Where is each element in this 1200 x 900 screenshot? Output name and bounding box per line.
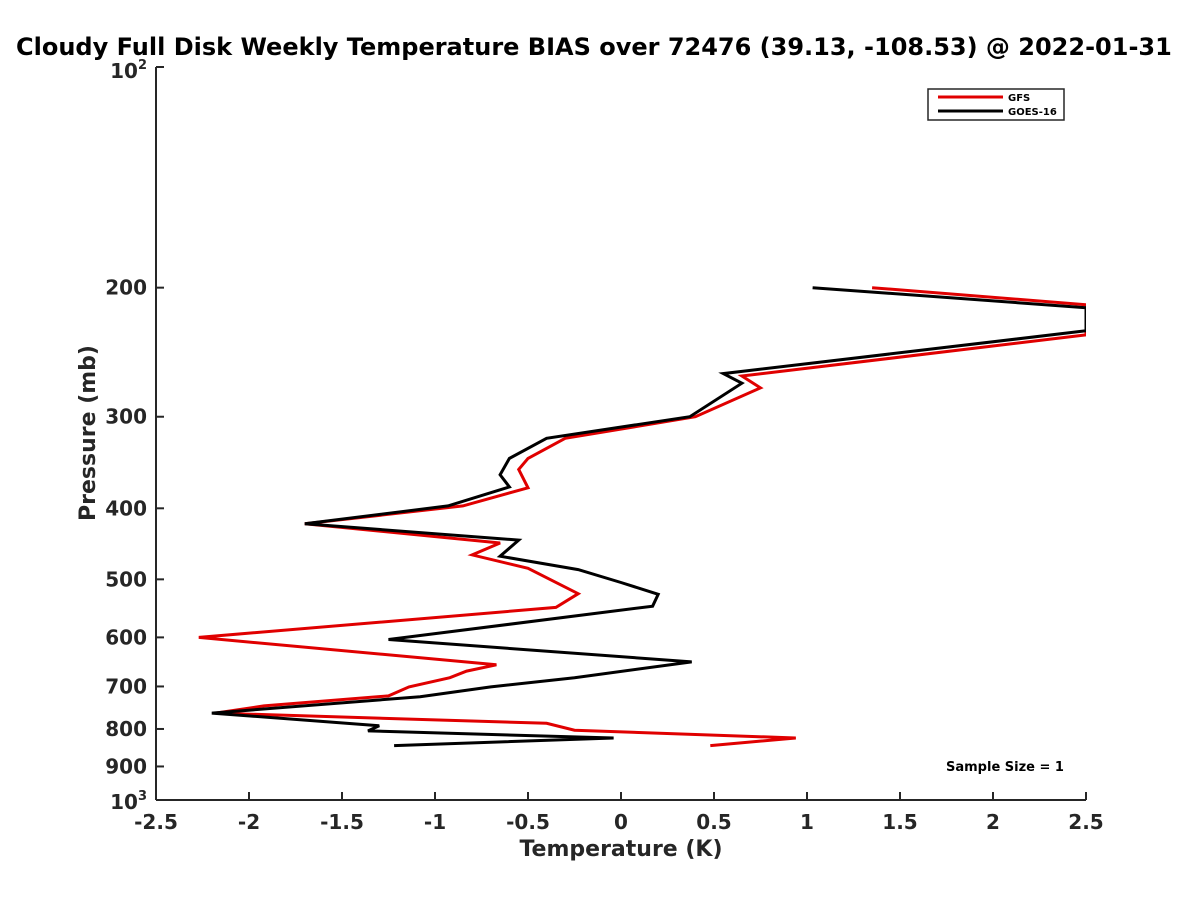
y-axis-label: Pressure (mb): [76, 345, 101, 521]
y-tick-label: 500: [105, 567, 147, 591]
legend-label-goes16: GOES-16: [1008, 107, 1057, 118]
y-tick-label: 200: [105, 276, 147, 300]
x-tick-label: -1: [424, 810, 446, 834]
x-tick-label: -2.5: [134, 810, 178, 834]
legend: GFS GOES-16: [927, 88, 1065, 121]
series-lines: [198, 286, 1086, 748]
y-tick-label: 600: [105, 625, 147, 649]
y-tick-label: 300: [105, 405, 147, 429]
legend-box: [927, 88, 1065, 121]
x-tick-label: 2: [986, 810, 1000, 834]
y-tick-bottom-base: 10: [110, 790, 138, 814]
y-tick-label: 400: [105, 496, 147, 520]
x-tick-label: -0.5: [506, 810, 550, 834]
y-tick-label: 900: [105, 754, 147, 778]
legend-label-gfs: GFS: [1008, 93, 1030, 104]
x-tick-label: 0.5: [696, 810, 731, 834]
y-tick-label: 700: [105, 674, 147, 698]
x-tick-label: -1.5: [320, 810, 364, 834]
y-ticks: 200 300 400 500 600 700 800 900: [105, 66, 164, 801]
y-tick-label-bottom: 103: [110, 789, 147, 814]
x-tick-label: -2: [238, 810, 260, 834]
y-tick-label-top: 102: [110, 58, 147, 83]
y-tick-top-base: 10: [110, 59, 138, 83]
x-axis-label: Temperature (K): [519, 837, 722, 862]
y-tick-label: 800: [105, 717, 147, 741]
series-line-goes16: [211, 286, 1086, 748]
sample-size-annotation: Sample Size = 1: [946, 760, 1064, 775]
plot-area: [155, 67, 1086, 801]
series-line-gfs: [198, 286, 1086, 748]
chart-title: Cloudy Full Disk Weekly Temperature BIAS…: [16, 33, 1172, 61]
x-tick-label: 2.5: [1068, 810, 1103, 834]
y-tick-top-exp: 2: [138, 58, 147, 73]
y-tick-bottom-exp: 3: [138, 789, 147, 804]
x-tick-label: 1.5: [882, 810, 917, 834]
x-ticks: -2.5 -2 -1.5 -1 -0.5 0 0.5 1 1.5 2 2.5: [134, 792, 1104, 834]
x-tick-label: 1: [800, 810, 814, 834]
x-tick-label: 0: [614, 810, 628, 834]
